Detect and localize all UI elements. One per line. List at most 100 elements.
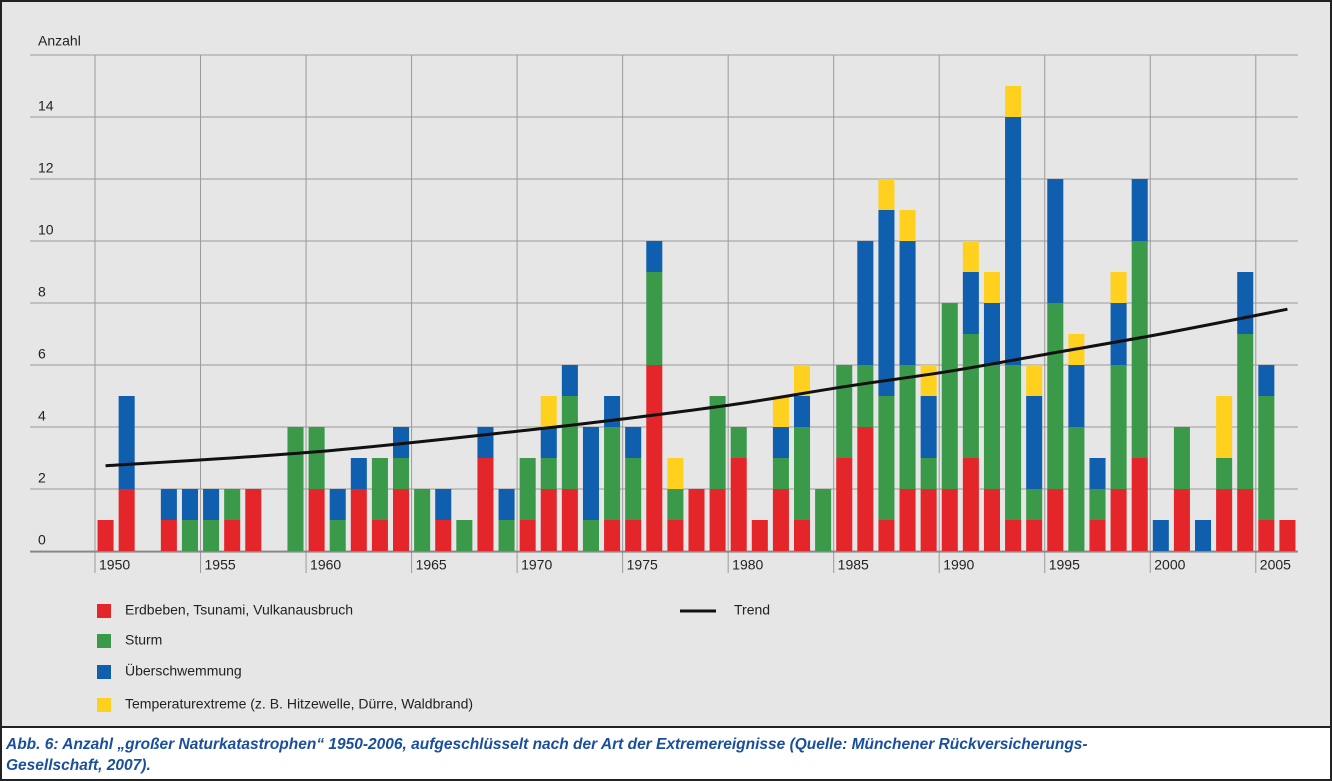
bar-segment [899,241,916,365]
bar-segment [371,520,388,551]
bar-segment [604,427,621,520]
bar-segment [582,520,599,551]
bar-segment [983,303,1000,365]
bar-segment [857,365,874,427]
bar-segment [625,520,642,551]
bar-segment [962,334,979,458]
bar-segment [224,489,241,520]
bar-segment [1195,520,1212,551]
bar-segment [1110,272,1127,303]
bar-segment [772,458,789,489]
bar-segment [477,427,494,458]
bar-segment [815,489,832,551]
legend-label: Erdbeben, Tsunami, Vulkanausbruch [125,602,353,618]
bar-segment [414,489,431,551]
x-tick-label: 1990 [943,557,974,573]
bar-segment [709,396,726,489]
bar-segment [477,458,494,551]
bar-segment [561,489,578,551]
x-tick-label: 1980 [732,557,763,573]
bar-segment [1237,489,1254,551]
bar-segment [1068,427,1085,551]
bar-segment [836,365,853,458]
bar-segment [920,365,937,396]
bar-segment [941,303,958,489]
bar-segment [604,520,621,551]
bar-segment [1047,303,1064,489]
caption: Abb. 6: Anzahl „großer Naturkatastrophen… [5,736,1088,753]
bar-segment [97,520,114,551]
bar-segment [878,520,895,551]
bar-segment [1026,520,1043,551]
bar-segment [1258,396,1275,520]
bar-segment [1152,520,1169,551]
bar-segment [540,396,557,427]
legend-label: Temperaturextreme (z. B. Hitzewelle, Dür… [125,696,473,712]
bar-segment [667,520,684,551]
bar-segment [920,458,937,489]
y-tick-label: 6 [38,346,46,362]
bar-segment [203,520,220,551]
bar-segment [878,396,895,520]
bar-segment [794,365,811,396]
bar-segment [498,520,515,551]
bar-segment [1110,365,1127,489]
trend-line [105,307,1288,468]
bar-segment [1216,396,1233,458]
bar-segment [688,489,705,551]
bar-segment [1237,334,1254,489]
bar-segment [962,272,979,334]
bar-segment [540,489,557,551]
bar-segment [857,241,874,365]
bar-segment [899,489,916,551]
bar-segment [646,365,663,551]
bar-segment [393,489,410,551]
bar-segment [1131,179,1148,241]
bar-segment [245,489,262,551]
bar-segment [1237,272,1254,334]
bar-segment [983,489,1000,551]
bar-segment [160,520,177,551]
bar-segment [878,179,895,210]
bar-segment [1131,241,1148,458]
y-tick-label: 10 [38,222,54,238]
caption: Gesellschaft, 2007). [6,757,151,774]
bar-segment [667,458,684,489]
bar-segment [920,489,937,551]
bar-segment [118,489,135,551]
bar-segment [224,520,241,551]
bar-segment [371,458,388,520]
bar-segment [498,489,515,520]
bar-segment [1089,520,1106,551]
legend-swatch [97,698,111,712]
bar-segment [1216,489,1233,551]
bar-segment [540,458,557,489]
x-tick-label: 1960 [310,557,341,573]
bar-segment [794,520,811,551]
bar-segment [730,427,747,458]
bar-segment [1047,179,1064,303]
y-tick-label: 12 [38,160,54,176]
bar-segment [435,489,452,520]
bar-segment [772,427,789,458]
bar-segment [561,365,578,396]
x-tick-label: 2000 [1154,557,1185,573]
bar-segment [772,396,789,427]
x-tick-label: 1995 [1049,557,1080,573]
bar-segment [118,396,135,489]
legend-swatch [97,604,111,618]
bar-segment [751,520,768,551]
bar-segment [519,520,536,551]
bar-segment [393,458,410,489]
bar-segment [1068,365,1085,427]
bar-segment [625,458,642,520]
bar-segment [519,458,536,520]
bar-segment [203,489,220,520]
bar-segment [1047,489,1064,551]
y-tick-label: 14 [38,98,54,114]
bar-segment [329,489,346,520]
bar-segment [1005,86,1022,117]
